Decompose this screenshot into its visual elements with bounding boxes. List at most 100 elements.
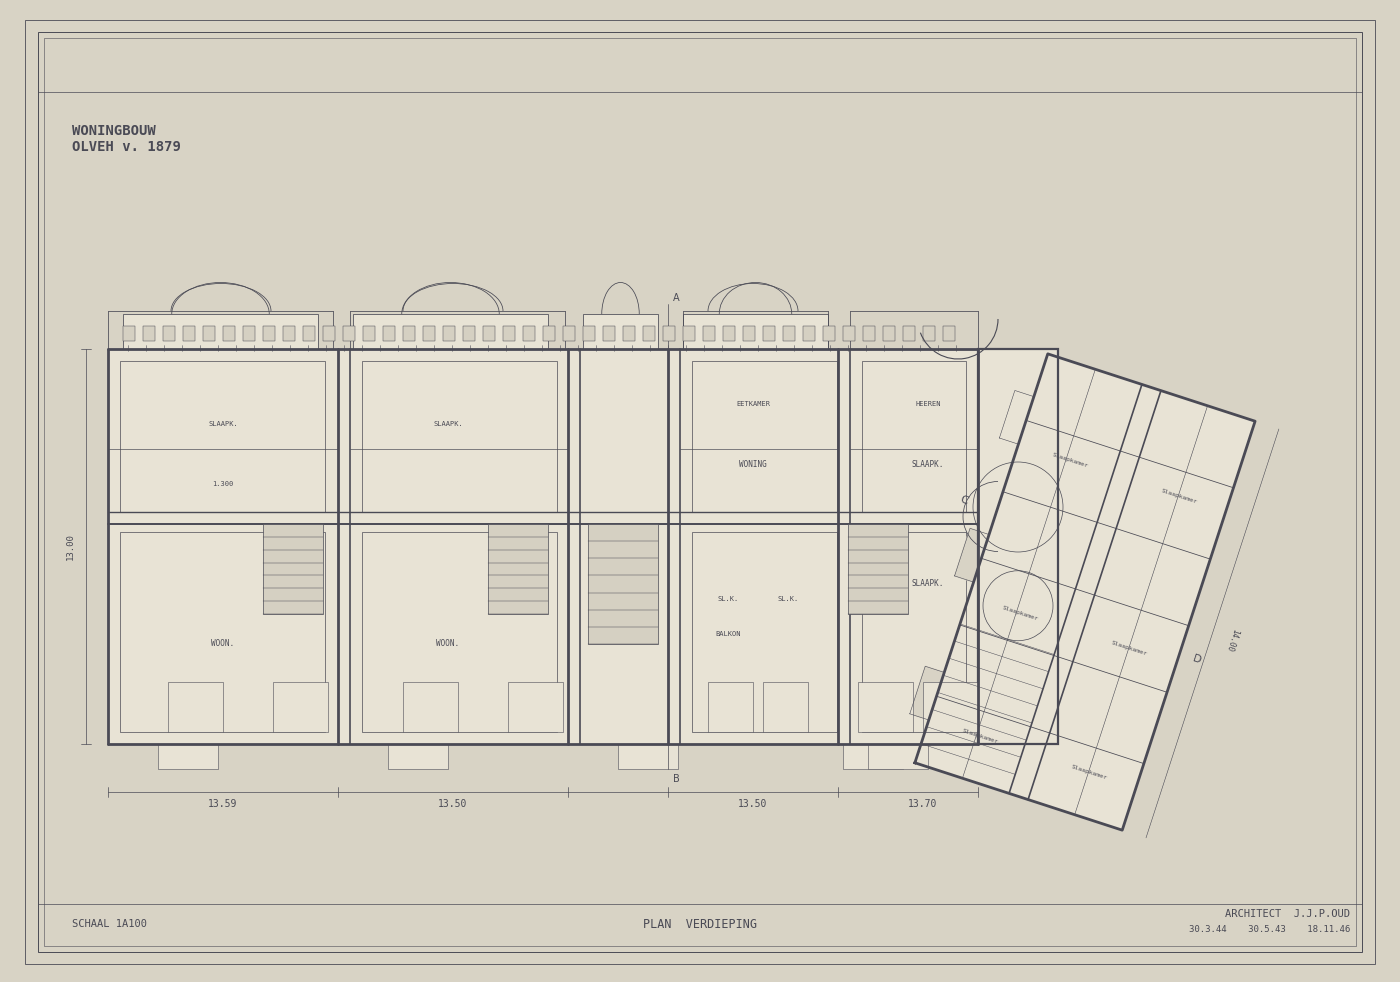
Text: ARCHITECT  J.J.P.OUD: ARCHITECT J.J.P.OUD <box>1225 909 1350 919</box>
Bar <box>158 744 218 769</box>
Bar <box>664 326 675 341</box>
Text: 13.00: 13.00 <box>66 533 74 560</box>
Bar <box>722 326 735 341</box>
Bar <box>763 326 776 341</box>
Text: SL.K.: SL.K. <box>777 596 798 602</box>
Bar <box>302 326 315 341</box>
Bar <box>868 744 928 769</box>
Text: C: C <box>958 494 969 506</box>
Bar <box>588 524 658 644</box>
Bar <box>343 326 356 341</box>
Bar <box>783 326 795 341</box>
Text: SL.K.: SL.K. <box>717 596 739 602</box>
Bar <box>363 361 557 512</box>
Bar <box>183 326 195 341</box>
Bar <box>923 682 979 732</box>
Bar <box>883 326 895 341</box>
Text: OLVEH v. 1879: OLVEH v. 1879 <box>71 140 181 154</box>
Text: SLAAPK.: SLAAPK. <box>911 579 944 588</box>
Bar <box>903 326 916 341</box>
Text: Slaapkamer: Slaapkamer <box>1112 640 1148 657</box>
Bar <box>353 314 547 349</box>
Text: SLAAPK.: SLAAPK. <box>911 460 944 468</box>
Bar <box>683 314 827 349</box>
Polygon shape <box>914 354 1256 830</box>
Text: 13.50: 13.50 <box>438 799 468 809</box>
Bar <box>843 326 855 341</box>
Bar <box>162 326 175 341</box>
Bar <box>442 326 455 341</box>
Bar <box>858 682 913 732</box>
Text: 13.59: 13.59 <box>209 799 238 809</box>
Text: SCHAAL 1A100: SCHAAL 1A100 <box>71 919 147 929</box>
Bar <box>617 744 678 769</box>
Text: WOON.: WOON. <box>211 639 235 648</box>
Bar <box>363 326 375 341</box>
Bar <box>423 326 435 341</box>
Text: EETKAMER: EETKAMER <box>736 401 770 407</box>
Bar <box>403 326 414 341</box>
Text: 13.70: 13.70 <box>909 799 938 809</box>
Bar <box>823 326 834 341</box>
Bar <box>563 326 575 341</box>
Bar <box>108 349 979 744</box>
Bar <box>862 361 966 512</box>
Bar <box>683 326 694 341</box>
Text: Slaapkamer: Slaapkamer <box>1002 605 1039 622</box>
Bar <box>463 326 475 341</box>
Text: 13.50: 13.50 <box>738 799 767 809</box>
Bar <box>244 326 255 341</box>
Bar <box>524 326 535 341</box>
Bar <box>643 326 655 341</box>
Bar <box>273 682 328 732</box>
Text: BALKON: BALKON <box>715 631 741 637</box>
Bar <box>388 744 448 769</box>
Text: WOON.: WOON. <box>437 639 459 648</box>
Bar <box>223 326 235 341</box>
Text: Slaapkamer: Slaapkamer <box>1071 764 1109 781</box>
Bar <box>862 532 966 732</box>
Bar <box>120 532 325 732</box>
Text: Slaapkamer: Slaapkamer <box>1051 453 1088 469</box>
Bar <box>403 682 458 732</box>
Bar <box>848 524 909 614</box>
Bar <box>363 532 557 732</box>
Polygon shape <box>910 666 944 720</box>
Text: 14.00: 14.00 <box>1224 627 1239 652</box>
Bar <box>489 524 547 614</box>
Bar <box>843 744 903 769</box>
Text: B: B <box>672 774 679 784</box>
Bar <box>603 326 615 341</box>
Bar <box>862 326 875 341</box>
Text: Slaapkamer: Slaapkamer <box>962 729 998 745</box>
Bar <box>743 326 755 341</box>
Text: D: D <box>1191 654 1203 666</box>
Polygon shape <box>955 528 988 582</box>
Bar <box>508 682 563 732</box>
Bar <box>323 326 335 341</box>
Bar <box>944 326 955 341</box>
Bar <box>483 326 496 341</box>
Bar <box>263 524 323 614</box>
Text: 30.3.44    30.5.43    18.11.46: 30.3.44 30.5.43 18.11.46 <box>1189 925 1350 935</box>
Text: 1.300: 1.300 <box>213 481 234 487</box>
Bar <box>582 326 595 341</box>
Text: WONINGBOUW: WONINGBOUW <box>71 124 155 138</box>
Bar <box>582 314 658 349</box>
Text: Slaapkamer: Slaapkamer <box>1161 488 1198 505</box>
Text: SLAAPK.: SLAAPK. <box>209 421 238 427</box>
Bar <box>708 682 753 732</box>
Bar <box>703 326 715 341</box>
Bar <box>123 314 318 349</box>
Bar <box>804 326 815 341</box>
Bar <box>979 349 1058 744</box>
Text: PLAN  VERDIEPING: PLAN VERDIEPING <box>643 917 757 931</box>
Bar <box>503 326 515 341</box>
Bar <box>168 682 223 732</box>
Bar <box>692 532 837 732</box>
Polygon shape <box>1000 391 1033 444</box>
Bar <box>692 361 837 512</box>
Bar <box>623 326 636 341</box>
Bar <box>123 326 134 341</box>
Bar <box>543 326 554 341</box>
